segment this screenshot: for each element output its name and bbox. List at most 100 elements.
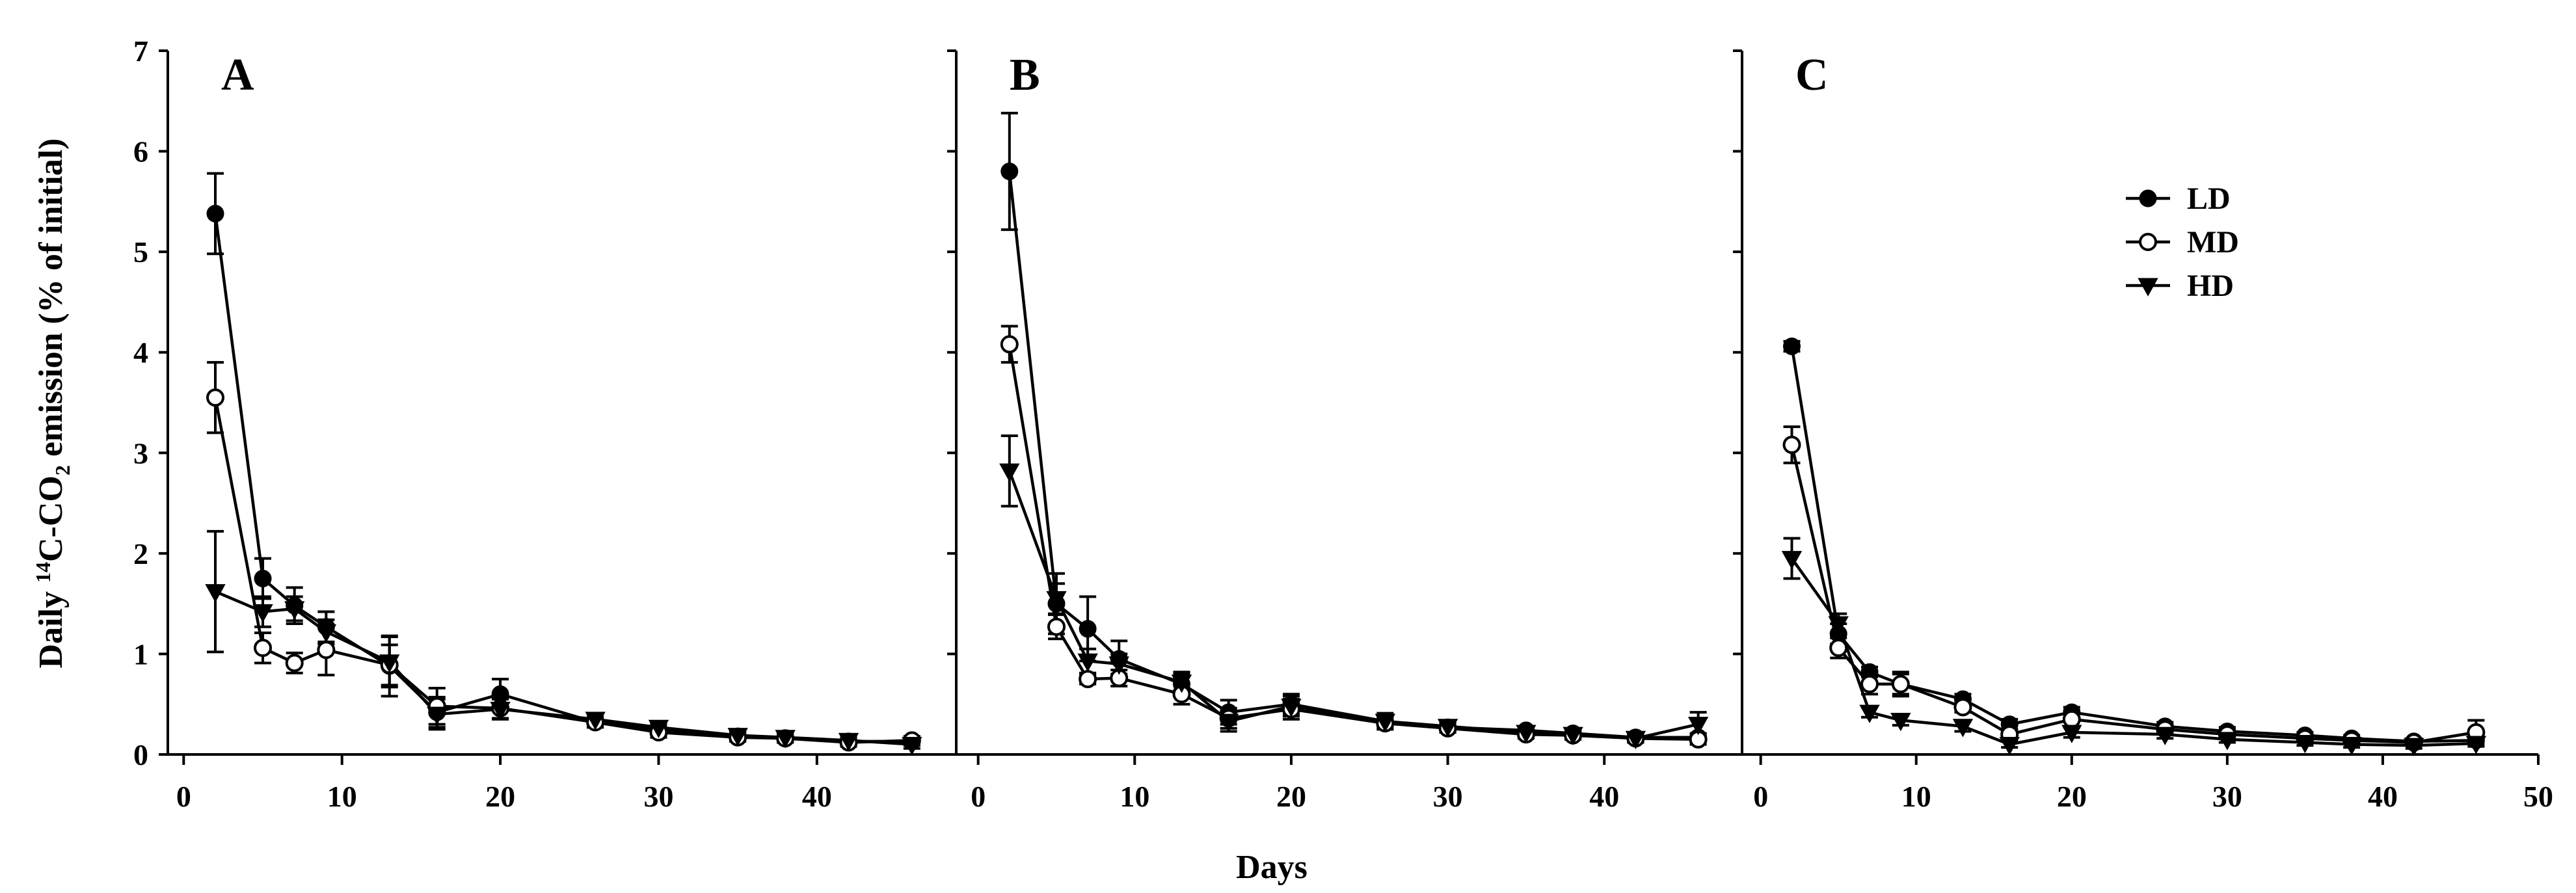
point-hd	[1516, 725, 1536, 743]
point-hd	[1171, 674, 1192, 693]
series-line-hd	[215, 590, 913, 746]
panel-a: 0 1 2 3 4 5 6 7 0 10 20 30 40 A	[133, 34, 956, 813]
point-ld	[1000, 162, 1019, 180]
x-tick-label: 10	[1901, 780, 1931, 813]
panels: 0 1 2 3 4 5 6 7 0 10 20 30 40 A 0 10 20 30 40 B 0 10 20 30 40 50 C	[133, 34, 2553, 813]
point-hd	[2341, 737, 2362, 756]
x-tick-label: 30	[1433, 780, 1463, 813]
point-hd	[1890, 712, 1911, 732]
point-hd	[1281, 699, 1302, 717]
point-hd	[648, 719, 669, 739]
point-hd	[284, 601, 305, 620]
y-tick-label: 1	[133, 637, 148, 671]
point-hd	[2404, 738, 2424, 756]
x-tick-label: 20	[2057, 780, 2087, 813]
x-tick-label: 0	[971, 780, 986, 813]
legend-marker	[2139, 233, 2157, 251]
panel-b: 0 10 20 30 40 B	[947, 49, 1742, 813]
series-line-hd	[1008, 470, 1699, 740]
legend-label: MD	[2187, 225, 2239, 260]
x-tick-label: 10	[327, 780, 357, 813]
point-md	[1953, 698, 1972, 717]
point-hd	[1625, 730, 1646, 750]
point-hd	[1108, 656, 1129, 675]
x-tick-label: 10	[1120, 780, 1149, 813]
series-line-md	[213, 397, 912, 744]
legend-label: LD	[2187, 181, 2231, 216]
series-line-md	[1790, 444, 2476, 744]
point-md	[254, 639, 273, 658]
point-hd	[1563, 726, 1583, 745]
point-hd	[1859, 704, 1880, 723]
point-ld	[254, 570, 272, 587]
point-hd	[427, 706, 448, 725]
point-hd	[1046, 591, 1067, 610]
point-md	[1860, 674, 1879, 693]
point-hd	[1218, 713, 1239, 732]
point-hd	[2154, 726, 2175, 745]
point-hd	[2061, 725, 2082, 743]
panel-label: A	[221, 50, 254, 100]
x-tick-label: 30	[643, 780, 673, 813]
legend-marker	[2139, 189, 2157, 207]
point-hd	[252, 604, 273, 623]
panel-c: 0 10 20 30 40 50 C	[1733, 49, 2553, 813]
point-hd	[1437, 719, 1458, 738]
x-axis-title: Days	[1236, 849, 1308, 886]
x-tick-label: 30	[2212, 780, 2242, 813]
point-hd	[1999, 737, 2020, 756]
y-tick-label: 6	[133, 135, 148, 168]
point-ld	[206, 204, 224, 222]
point-hd	[999, 463, 1020, 482]
point-hd	[2294, 734, 2316, 754]
point-ld	[1079, 620, 1097, 638]
x-tick-label: 40	[802, 780, 832, 813]
point-hd	[2465, 736, 2487, 754]
x-tick-label: 20	[1276, 780, 1306, 813]
point-hd	[727, 728, 748, 747]
point-ld	[1783, 337, 1801, 355]
point-md	[1782, 435, 1801, 454]
point-hd	[1687, 717, 1709, 736]
series-line-ld	[213, 213, 912, 743]
x-tick-label: 0	[1753, 780, 1768, 813]
panel-label: B	[1010, 50, 1040, 100]
legend-label: HD	[2187, 269, 2234, 303]
point-md	[1829, 639, 1848, 658]
point-hd	[838, 732, 859, 752]
point-hd	[205, 584, 226, 603]
y-tick-label: 4	[133, 336, 148, 369]
y-tick-label: 0	[133, 738, 148, 771]
point-md	[1891, 674, 1910, 693]
x-tick-label: 0	[176, 780, 191, 813]
point-hd	[1952, 719, 1974, 738]
point-md	[317, 641, 336, 660]
point-hd	[1828, 616, 1849, 635]
legend-entry-ld: LD	[2126, 181, 2231, 216]
y-axis-title: Daily 14C-CO2 emission (% of initial)	[31, 139, 74, 669]
legend-entry-md: MD	[2126, 225, 2239, 260]
point-hd	[775, 730, 796, 749]
point-md	[206, 388, 225, 407]
point-hd	[2217, 732, 2238, 751]
point-hd	[379, 654, 400, 673]
point-hd	[585, 712, 606, 730]
point-md	[1079, 670, 1097, 689]
point-md	[1047, 617, 1066, 636]
y-tick-label: 5	[133, 235, 148, 269]
point-hd	[902, 737, 922, 756]
point-hd	[1375, 713, 1396, 732]
point-hd	[490, 701, 511, 721]
point-md	[2062, 710, 2081, 728]
panel-label: C	[1795, 50, 1829, 100]
legend-marker	[2138, 278, 2158, 297]
series-line-ld	[1008, 171, 1698, 739]
point-hd	[1077, 653, 1098, 673]
legend: LD MD HD	[2126, 181, 2239, 303]
point-hd	[1781, 551, 1803, 570]
x-tick-label: 50	[2523, 780, 2553, 813]
x-tick-label: 20	[485, 780, 515, 813]
legend-entry-hd: HD	[2126, 269, 2234, 303]
y-tick-label: 3	[133, 436, 148, 470]
y-tick-label: 7	[133, 34, 148, 68]
